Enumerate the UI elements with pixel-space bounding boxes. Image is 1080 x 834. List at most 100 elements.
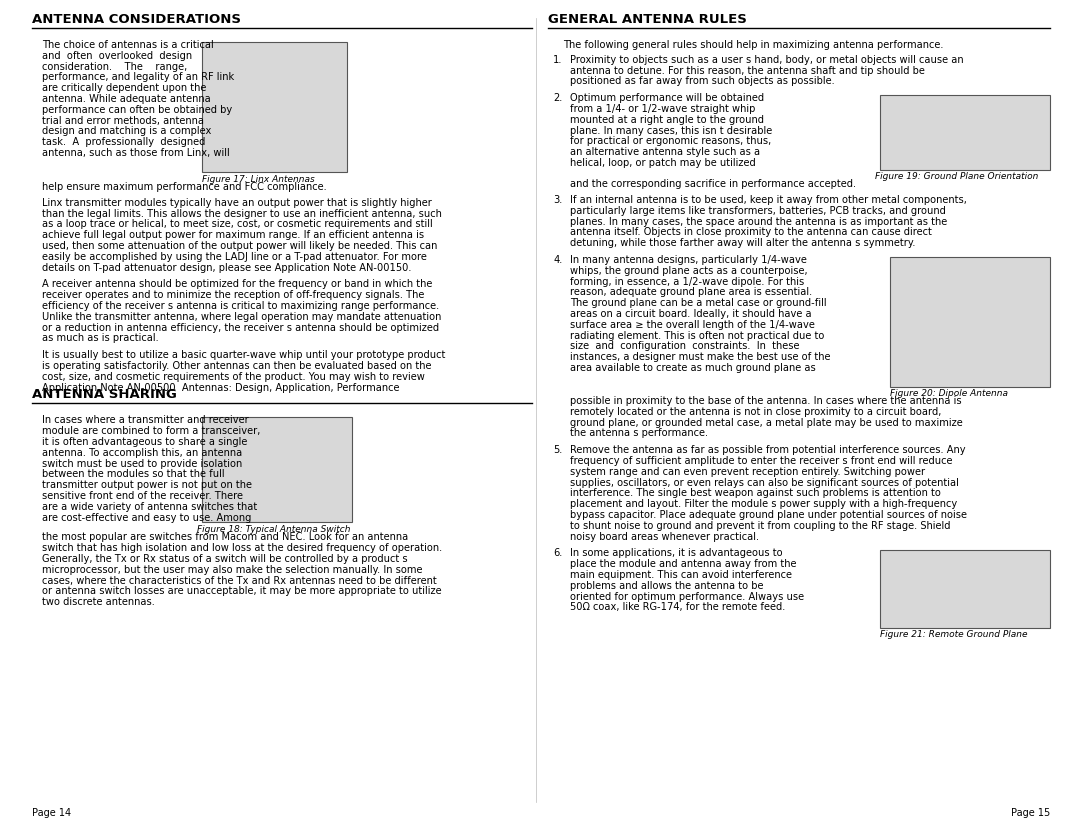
Text: radiating element. This is often not practical due to: radiating element. This is often not pra… [570,330,824,340]
Text: module are combined to form a transceiver,: module are combined to form a transceive… [42,426,260,436]
Text: consideration.    The    range,: consideration. The range, [42,62,187,72]
Text: antenna. While adequate antenna: antenna. While adequate antenna [42,94,211,104]
Text: to shunt noise to ground and prevent it from coupling to the RF stage. Shield: to shunt noise to ground and prevent it … [570,520,950,530]
Text: 3.: 3. [553,195,563,205]
Text: In many antenna designs, particularly 1/4-wave: In many antenna designs, particularly 1/… [570,255,807,265]
Text: interference. The single best weapon against such problems is attention to: interference. The single best weapon aga… [570,489,941,499]
Text: system range and can even prevent reception entirely. Switching power: system range and can even prevent recept… [570,467,926,477]
Text: Figure 20: Dipole Antenna: Figure 20: Dipole Antenna [890,389,1008,398]
Text: or a reduction in antenna efficiency, the receiver s antenna should be optimized: or a reduction in antenna efficiency, th… [42,323,440,333]
Text: from a 1/4- or 1/2-wave straight whip: from a 1/4- or 1/2-wave straight whip [570,104,755,114]
Text: antenna, such as those from Linx, will: antenna, such as those from Linx, will [42,148,230,158]
Text: performance can often be obtained by: performance can often be obtained by [42,105,232,115]
Text: Page 14: Page 14 [32,808,71,818]
Text: performance, and legality of an RF link: performance, and legality of an RF link [42,73,234,83]
Text: Figure 19: Ground Plane Orientation: Figure 19: Ground Plane Orientation [875,172,1038,181]
Text: Figure 17: Linx Antennas: Figure 17: Linx Antennas [202,175,314,184]
Text: design and matching is a complex: design and matching is a complex [42,127,212,137]
Bar [880,550,1050,628]
Text: 50Ω coax, like RG-174, for the remote feed.: 50Ω coax, like RG-174, for the remote fe… [570,602,785,612]
Text: placement and layout. Filter the module s power supply with a high-frequency: placement and layout. Filter the module … [570,500,957,510]
Text: as much as is practical.: as much as is practical. [42,334,159,344]
Text: and  often  overlooked  design: and often overlooked design [42,51,192,61]
Bar [880,95,1050,170]
Text: Optimum performance will be obtained: Optimum performance will be obtained [570,93,765,103]
Bar [890,257,1050,387]
Text: remotely located or the antenna is not in close proximity to a circuit board,: remotely located or the antenna is not i… [570,407,942,417]
Text: GENERAL ANTENNA RULES: GENERAL ANTENNA RULES [548,13,747,26]
Text: microprocessor, but the user may also make the selection manually. In some: microprocessor, but the user may also ma… [42,565,422,575]
Text: mounted at a right angle to the ground: mounted at a right angle to the ground [570,115,764,125]
Text: the antenna s performance.: the antenna s performance. [570,429,708,439]
Text: sensitive front end of the receiver. There: sensitive front end of the receiver. The… [42,491,243,501]
Text: than the legal limits. This allows the designer to use an inefficient antenna, s: than the legal limits. This allows the d… [42,208,442,219]
Text: task.  A  professionally  designed: task. A professionally designed [42,138,205,147]
Text: used, then some attenuation of the output power will likely be needed. This can: used, then some attenuation of the outpu… [42,241,437,251]
Text: help ensure maximum performance and FCC compliance.: help ensure maximum performance and FCC … [42,182,327,192]
Text: noisy board areas whenever practical.: noisy board areas whenever practical. [570,531,759,541]
Text: detuning, while those farther away will alter the antenna s symmetry.: detuning, while those farther away will … [570,239,916,249]
Text: between the modules so that the full: between the modules so that the full [42,470,225,480]
Text: The following general rules should help in maximizing antenna performance.: The following general rules should help … [563,40,944,50]
Text: ANTENNA CONSIDERATIONS: ANTENNA CONSIDERATIONS [32,13,241,26]
Text: supplies, oscillators, or even relays can also be significant sources of potenti: supplies, oscillators, or even relays ca… [570,478,959,488]
Text: Remove the antenna as far as possible from potential interference sources. Any: Remove the antenna as far as possible fr… [570,445,966,455]
Text: reason, adequate ground plane area is essential.: reason, adequate ground plane area is es… [570,288,812,298]
Text: is operating satisfactorily. Other antennas can then be evaluated based on the: is operating satisfactorily. Other anten… [42,361,432,371]
Text: antenna to detune. For this reason, the antenna shaft and tip should be: antenna to detune. For this reason, the … [570,66,924,76]
Text: planes. In many cases, the space around the antenna is as important as the: planes. In many cases, the space around … [570,217,947,227]
Text: instances, a designer must make the best use of the: instances, a designer must make the best… [570,352,831,362]
Text: size  and  configuration  constraints.  In  these: size and configuration constraints. In t… [570,341,799,351]
Text: particularly large items like transformers, batteries, PCB tracks, and ground: particularly large items like transforme… [570,206,946,216]
Text: and the corresponding sacrifice in performance accepted.: and the corresponding sacrifice in perfo… [570,179,856,189]
Text: helical, loop, or patch may be utilized: helical, loop, or patch may be utilized [570,158,756,168]
Text: Proximity to objects such as a user s hand, body, or metal objects will cause an: Proximity to objects such as a user s ha… [570,55,963,65]
Text: receiver operates and to minimize the reception of off-frequency signals. The: receiver operates and to minimize the re… [42,290,424,300]
Text: bypass capacitor. Place adequate ground plane under potential sources of noise: bypass capacitor. Place adequate ground … [570,510,967,520]
Text: antenna itself. Objects in close proximity to the antenna can cause direct: antenna itself. Objects in close proximi… [570,228,932,238]
Text: 4.: 4. [553,255,563,265]
Text: two discrete antennas.: two discrete antennas. [42,597,154,607]
Text: as a loop trace or helical, to meet size, cost, or cosmetic requirements and sti: as a loop trace or helical, to meet size… [42,219,433,229]
Text: Unlike the transmitter antenna, where legal operation may mandate attenuation: Unlike the transmitter antenna, where le… [42,312,442,322]
Text: or antenna switch losses are unacceptable, it may be more appropriate to utilize: or antenna switch losses are unacceptabl… [42,586,442,596]
Text: ground plane, or grounded metal case, a metal plate may be used to maximize: ground plane, or grounded metal case, a … [570,418,962,428]
Text: possible in proximity to the base of the antenna. In cases where the antenna is: possible in proximity to the base of the… [570,396,961,406]
Text: Generally, the Tx or Rx status of a switch will be controlled by a product s: Generally, the Tx or Rx status of a swit… [42,554,407,564]
Text: problems and allows the antenna to be: problems and allows the antenna to be [570,580,764,590]
Text: 6.: 6. [553,549,563,559]
Bar [202,417,352,522]
Text: whips, the ground plane acts as a counterpoise,: whips, the ground plane acts as a counte… [570,266,808,276]
Text: forming, in essence, a 1/2-wave dipole. For this: forming, in essence, a 1/2-wave dipole. … [570,277,805,287]
Text: the most popular are switches from Macom and NEC. Look for an antenna: the most popular are switches from Macom… [42,532,408,542]
Text: Application Note AN-00500  Antennas: Design, Application, Performance: Application Note AN-00500 Antennas: Desi… [42,383,400,393]
Text: are cost-effective and easy to use. Among: are cost-effective and easy to use. Amon… [42,513,252,523]
Text: are a wide variety of antenna switches that: are a wide variety of antenna switches t… [42,502,257,512]
Text: main equipment. This can avoid interference: main equipment. This can avoid interfere… [570,570,792,580]
Text: cost, size, and cosmetic requirements of the product. You may wish to review: cost, size, and cosmetic requirements of… [42,372,424,382]
Text: efficiency of the receiver s antenna is critical to maximizing range performance: efficiency of the receiver s antenna is … [42,301,440,311]
Text: frequency of sufficient amplitude to enter the receiver s front end will reduce: frequency of sufficient amplitude to ent… [570,456,953,466]
Text: ANTENNA SHARING: ANTENNA SHARING [32,389,177,401]
Text: Figure 18: Typical Antenna Switch: Figure 18: Typical Antenna Switch [197,525,351,535]
Text: plane. In many cases, this isn t desirable: plane. In many cases, this isn t desirab… [570,126,772,136]
Text: an alternative antenna style such as a: an alternative antenna style such as a [570,147,760,157]
Text: The ground plane can be a metal case or ground-fill: The ground plane can be a metal case or … [570,299,826,309]
Text: transmitter output power is not put on the: transmitter output power is not put on t… [42,480,252,490]
Text: surface area ≥ the overall length of the 1/4-wave: surface area ≥ the overall length of the… [570,319,815,329]
Text: trial and error methods, antenna: trial and error methods, antenna [42,116,204,126]
Text: areas on a circuit board. Ideally, it should have a: areas on a circuit board. Ideally, it sh… [570,309,812,319]
Text: In cases where a transmitter and receiver: In cases where a transmitter and receive… [42,415,248,425]
Text: for practical or ergonomic reasons, thus,: for practical or ergonomic reasons, thus… [570,137,771,147]
Text: 1.: 1. [553,55,563,65]
Text: area available to create as much ground plane as: area available to create as much ground … [570,363,815,373]
Text: Figure 21: Remote Ground Plane: Figure 21: Remote Ground Plane [880,631,1027,640]
Text: place the module and antenna away from the: place the module and antenna away from t… [570,560,797,569]
Text: easily be accomplished by using the LADJ line or a T-pad attenuator. For more: easily be accomplished by using the LADJ… [42,252,427,262]
Bar [202,42,347,172]
Text: The choice of antennas is a critical: The choice of antennas is a critical [42,40,214,50]
Text: 2.: 2. [553,93,563,103]
Text: oriented for optimum performance. Always use: oriented for optimum performance. Always… [570,591,805,601]
Text: it is often advantageous to share a single: it is often advantageous to share a sing… [42,437,247,447]
Text: If an internal antenna is to be used, keep it away from other metal components,: If an internal antenna is to be used, ke… [570,195,967,205]
